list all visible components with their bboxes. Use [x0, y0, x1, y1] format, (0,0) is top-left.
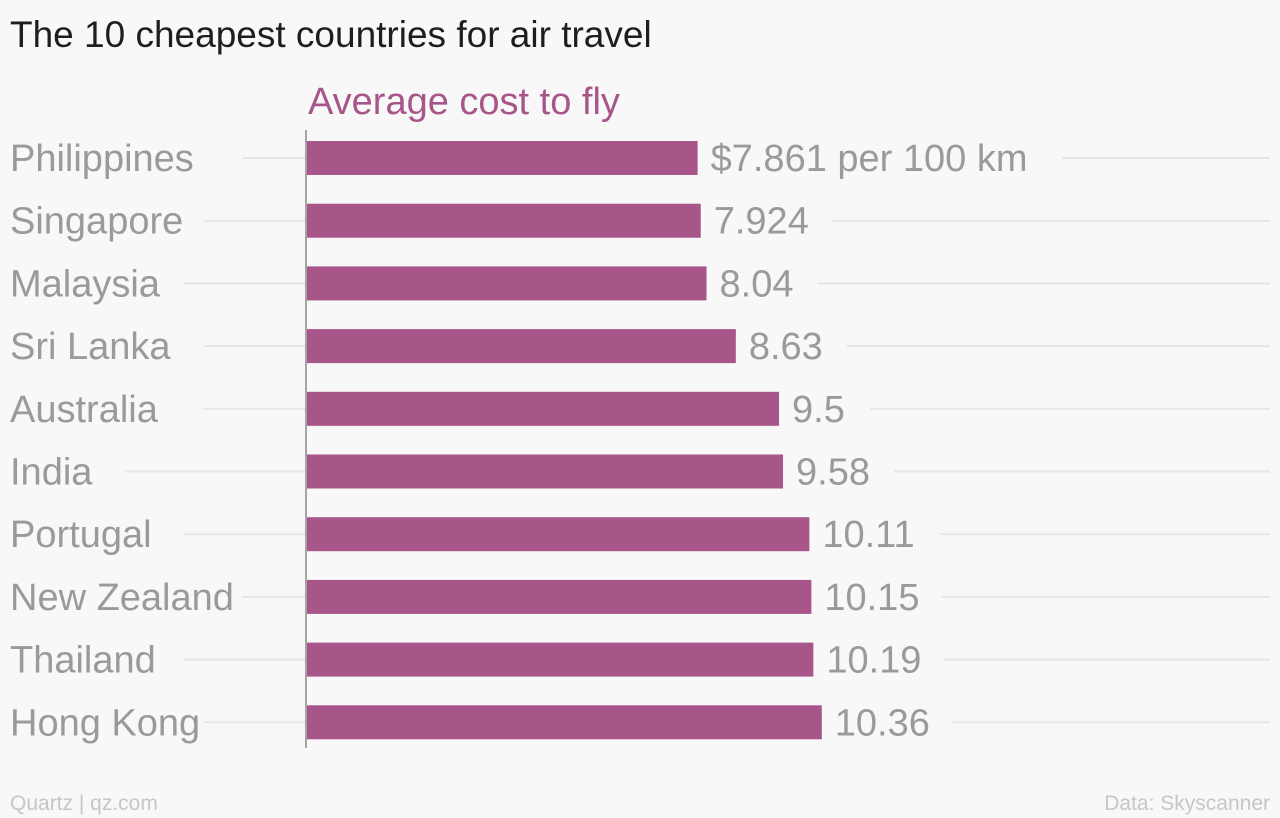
- category-label: Singapore: [10, 201, 183, 243]
- gridlines: [125, 157, 1270, 724]
- bar: [307, 329, 736, 364]
- category-label: Thailand: [10, 640, 156, 682]
- category-label: Hong Kong: [10, 702, 200, 744]
- value-label: 8.04: [720, 263, 794, 305]
- value-label: 9.5: [792, 389, 845, 431]
- footer-credit: Quartz | qz.com: [10, 792, 158, 815]
- bars: [307, 141, 822, 740]
- value-label: 10.19: [826, 640, 921, 682]
- bar: [307, 266, 707, 301]
- bar: [307, 705, 822, 740]
- chart-title: The 10 cheapest countries for air travel: [10, 14, 652, 55]
- value-label: 7.924: [714, 201, 809, 243]
- bar: [307, 579, 812, 614]
- bar: [307, 141, 698, 175]
- category-label: Sri Lanka: [10, 326, 171, 368]
- bar: [307, 391, 780, 426]
- category-label: India: [10, 452, 93, 494]
- value-label: 9.58: [796, 452, 870, 494]
- bar: [307, 642, 814, 677]
- value-label: 10.15: [824, 577, 919, 619]
- value-label: 8.63: [749, 326, 823, 368]
- category-label: Philippines: [10, 138, 194, 180]
- bar: [307, 517, 810, 552]
- footer-source: Data: Skyscanner: [1104, 792, 1270, 815]
- value-label: 10.11: [822, 514, 914, 556]
- value-labels: $7.861 per 100 km 7.924 8.04 8.63 9.5 9.58 10.…: [711, 138, 1028, 744]
- category-label: Australia: [10, 389, 159, 431]
- category-label: New Zealand: [10, 577, 234, 619]
- series-label: Average cost to fly: [308, 81, 620, 123]
- bar: [307, 203, 701, 238]
- category-labels: Philippines Singapore Malaysia Sri Lanka Aus…: [10, 138, 234, 744]
- value-label: 10.36: [835, 702, 930, 744]
- category-label: Malaysia: [10, 263, 161, 305]
- bar: [307, 454, 784, 489]
- value-label: $7.861 per 100 km: [711, 138, 1028, 180]
- category-label: Portugal: [10, 514, 152, 556]
